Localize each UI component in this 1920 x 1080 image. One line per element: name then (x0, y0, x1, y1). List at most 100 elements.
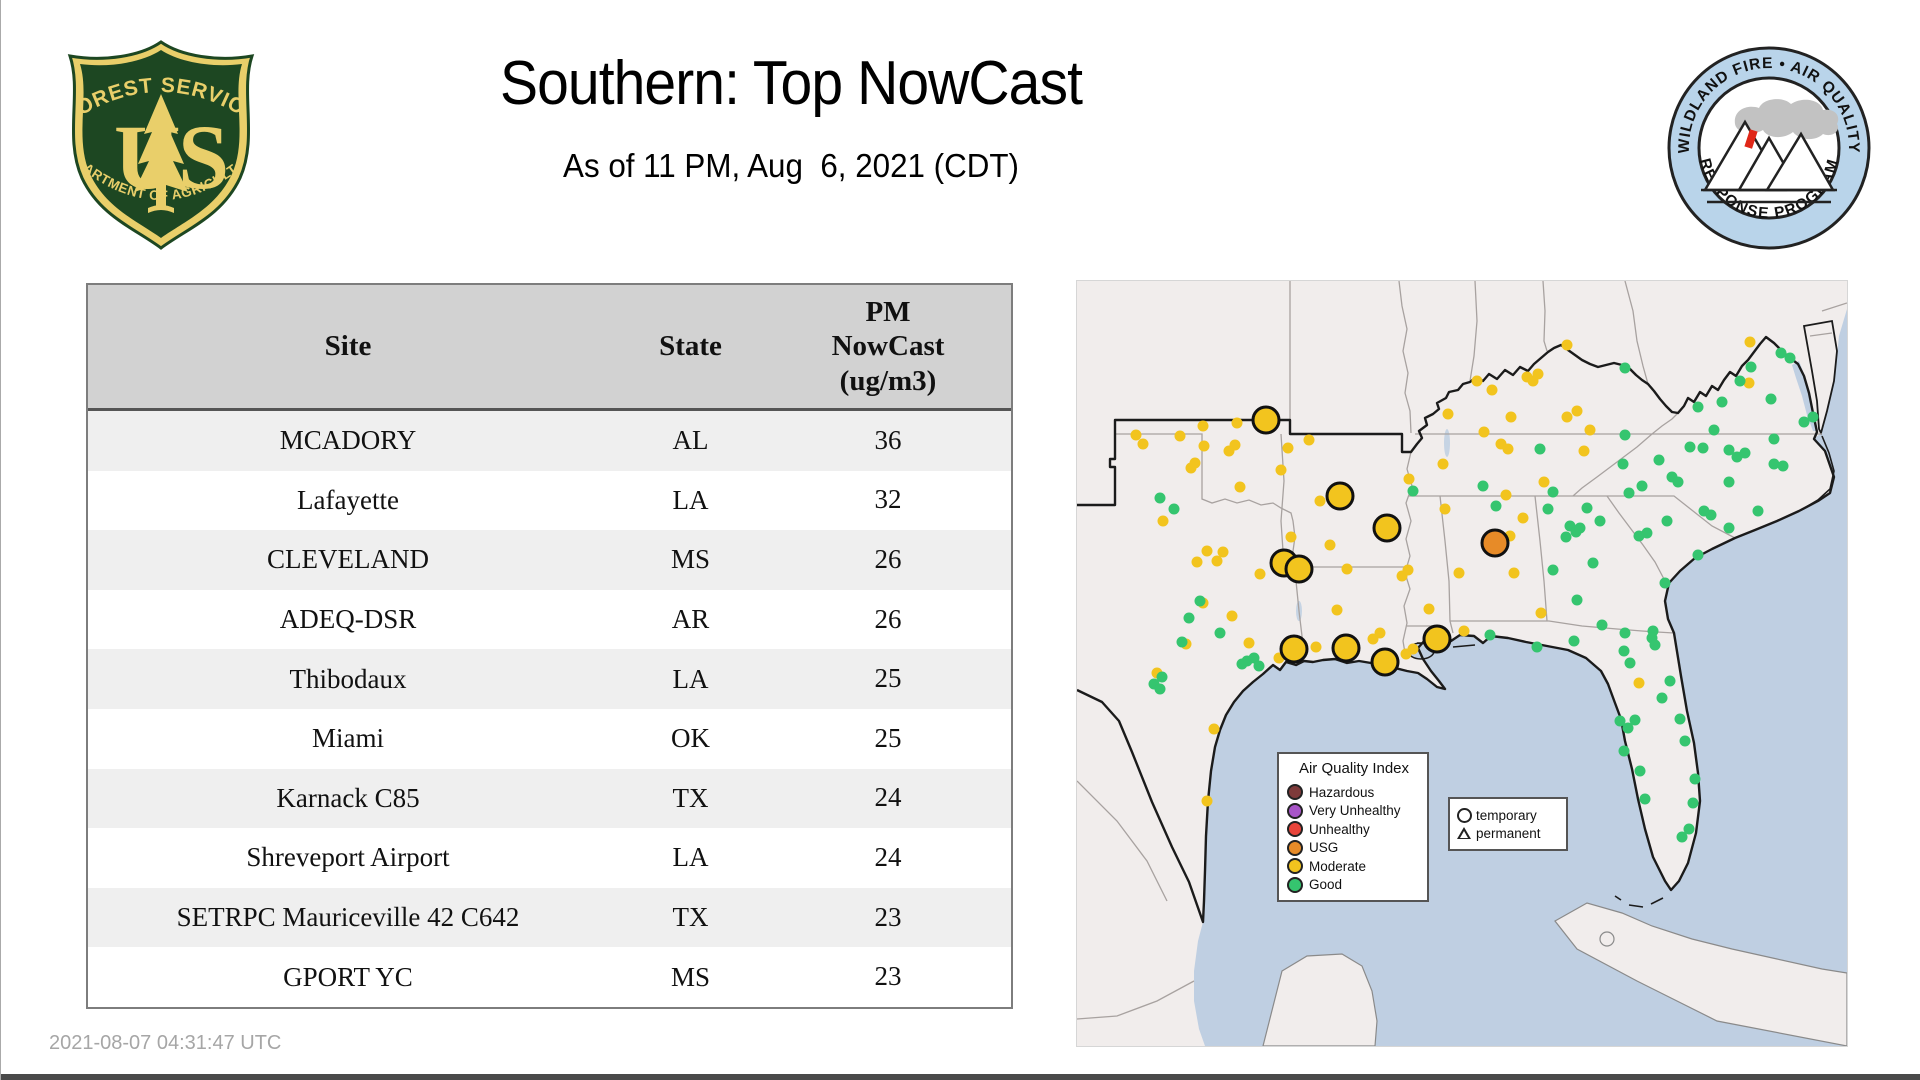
monitor-moderate (1486, 384, 1498, 396)
monitor-good (1619, 627, 1631, 639)
value-cell: 25 (874, 663, 902, 694)
col-header-site: Site (324, 330, 372, 362)
monitor-good (1674, 713, 1686, 725)
map-canvas (1076, 280, 1848, 1047)
value-cell: 26 (874, 544, 902, 575)
aqi-item-label: Hazardous (1309, 784, 1375, 800)
monitor-good (1624, 657, 1636, 669)
monitor-good (1659, 577, 1671, 589)
monitor-moderate (1578, 445, 1590, 457)
monitor-moderate (1234, 481, 1246, 493)
monitor-good (1639, 793, 1651, 805)
temporary-circle-icon (1456, 807, 1472, 823)
monitor-good (1672, 476, 1684, 488)
site-cell: Thibodaux (289, 663, 407, 694)
usfs-monogram-s: S (178, 106, 229, 208)
monitor-good (1683, 823, 1695, 835)
monitor-moderate (1223, 445, 1235, 457)
aqi-color-dot (1287, 802, 1303, 819)
table-row: SETRPC Mauriceville 42 C642 TX 23 (88, 887, 1011, 948)
monitor-temporary-moderate (1370, 647, 1400, 677)
state-cell: AL (672, 425, 709, 456)
isle-of-youth (1599, 931, 1615, 947)
monitor-moderate (1374, 627, 1386, 639)
monitor-good (1656, 692, 1668, 704)
monitor-moderate (1439, 503, 1451, 515)
monitor-good (1542, 503, 1554, 515)
monitor-good (1236, 658, 1248, 670)
monitor-moderate (1254, 568, 1266, 580)
monitor-good (1560, 531, 1572, 543)
aqi-legend: Air Quality Index Hazardous Very Unhealth… (1277, 752, 1429, 902)
monitor-moderate (1423, 603, 1435, 615)
monitor-good (1692, 401, 1704, 413)
table-header-row: Site State PM NowCast (ug/m3) (88, 285, 1011, 411)
monitor-moderate (1437, 458, 1449, 470)
monitor-moderate (1517, 512, 1529, 524)
monitor-good (1689, 773, 1701, 785)
monitor-moderate (1208, 723, 1220, 735)
wfaqrp-logo: WILDLAND FIRE • AIR QUALITY RESPONSE PRO… (1667, 46, 1871, 250)
monitor-good (1154, 492, 1166, 504)
monitor-good (1723, 476, 1735, 488)
aqi-legend-item: Unhealthy (1287, 820, 1421, 839)
monitor-moderate (1458, 625, 1470, 637)
monitor-temporary-moderate (1372, 513, 1402, 543)
monitor-good (1547, 564, 1559, 576)
monitor-temporary-moderate (1284, 554, 1314, 584)
site-cell: Miami (312, 723, 384, 754)
monitor-temporary-moderate (1279, 634, 1309, 664)
monitor-good (1477, 480, 1489, 492)
aqi-item-label: Very Unhealthy (1309, 803, 1401, 819)
nowcast-table: Site State PM NowCast (ug/m3) MCADORY AL 36 L… (86, 283, 1013, 1009)
monitor-good (1698, 505, 1710, 517)
aqi-item-label: Good (1309, 877, 1343, 893)
monitor-good (1716, 396, 1728, 408)
monitor-moderate (1201, 545, 1213, 557)
value-cell: 32 (874, 484, 902, 515)
monitor-good (1614, 715, 1626, 727)
state-cell: OK (671, 723, 710, 754)
monitor-moderate (1500, 489, 1512, 501)
monitor-good (1183, 612, 1195, 624)
monitor-good (1194, 595, 1206, 607)
site-cell: Lafayette (297, 484, 399, 515)
state-cell: LA (672, 663, 709, 694)
monitor-moderate (1331, 604, 1343, 616)
site-cell: ADEQ-DSR (279, 604, 417, 635)
monitor-good (1777, 460, 1789, 472)
monitor-good (1618, 645, 1630, 657)
table-row: Miami OK 25 (88, 708, 1011, 769)
monitor-moderate (1314, 495, 1326, 507)
state-cell: AR (671, 604, 710, 635)
monitor-moderate (1231, 417, 1243, 429)
page-subtitle: As of 11 PM, Aug 6, 2021 (CDT) (563, 147, 1019, 184)
monitor-good (1798, 416, 1810, 428)
monitor-good (1629, 714, 1641, 726)
monitor-moderate (1157, 515, 1169, 527)
monitor-good (1684, 441, 1696, 453)
bottom-border-bar (1, 1074, 1920, 1080)
value-cell: 24 (874, 842, 902, 873)
monitor-moderate (1217, 546, 1229, 558)
monitor-good (1723, 444, 1735, 456)
monitor-good (1534, 443, 1546, 455)
aqi-item-label: Unhealthy (1309, 821, 1370, 837)
monitor-good (1768, 433, 1780, 445)
monitor-moderate (1226, 610, 1238, 622)
monitor-dots (1130, 336, 1819, 843)
yucatan (1262, 953, 1378, 1047)
table-row: Lafayette LA 32 (88, 470, 1011, 531)
state-cell: MS (670, 544, 711, 575)
state-cell: TX (672, 902, 709, 933)
fire-mark-icon (1744, 129, 1758, 149)
monitor-moderate (1341, 563, 1353, 575)
value-cell: 25 (874, 722, 902, 753)
value-cell: 23 (874, 901, 902, 932)
site-cell: Karnack C85 (276, 782, 420, 813)
monitor-good (1765, 393, 1777, 405)
monitor-moderate (1743, 377, 1755, 389)
monitor-good (1619, 362, 1631, 374)
state-cell: MS (670, 961, 711, 992)
